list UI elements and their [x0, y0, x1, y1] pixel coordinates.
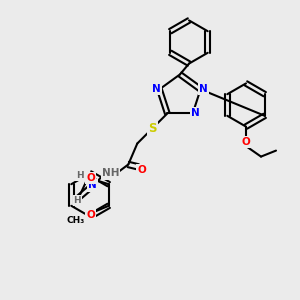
Text: O: O [242, 136, 250, 147]
Text: N: N [191, 109, 200, 118]
Text: NH: NH [102, 169, 119, 178]
Text: N: N [152, 84, 161, 94]
Text: S: S [148, 122, 157, 135]
Text: CH₃: CH₃ [67, 216, 85, 225]
Text: O: O [86, 173, 95, 183]
Text: N: N [88, 181, 97, 190]
Text: N: N [199, 84, 208, 94]
Text: O: O [137, 166, 146, 176]
Text: H: H [76, 171, 84, 180]
Text: O: O [86, 210, 95, 220]
Text: H: H [74, 196, 81, 205]
